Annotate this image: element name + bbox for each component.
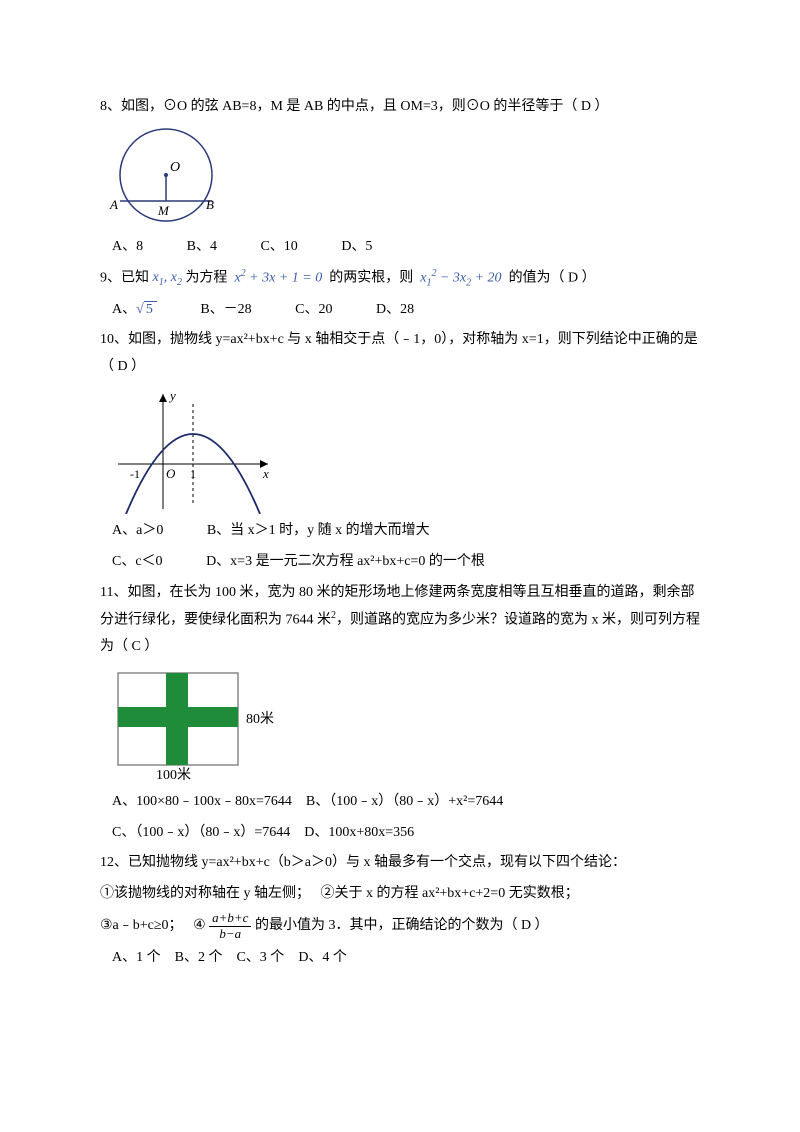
q8-optA: A、8 <box>112 239 143 254</box>
q10-neg1: -1 <box>130 467 140 481</box>
q9-text: 9、已知 x1, x2 为方程 x2 + 3x + 1 = 0 的两实根，则 x… <box>100 264 700 292</box>
q8-optC: C、10 <box>260 239 297 254</box>
q12-s4b: 的最小值为 3．其中，正确结论的个数为（ D ） <box>255 918 549 933</box>
q12-frac-num: a+b+c <box>209 911 251 926</box>
q9-prefix: 9、已知 <box>100 271 149 286</box>
q9-roots: x1, x2 <box>153 265 182 292</box>
q11-optA: A、100×80﹣100x﹣80x=7644 <box>112 794 292 809</box>
q9-optA: A、 <box>112 302 136 317</box>
q12-s3: ③a﹣b+c≥0； <box>100 918 183 933</box>
q11-text: 11、如图，在长为 100 米，宽为 80 米的矩形场地上修建两条宽度相等且互相… <box>100 580 700 661</box>
q12-optB: B、2 个 <box>175 950 223 965</box>
q8-label-M: M <box>157 203 170 218</box>
q11-optB: B、（100﹣x）（80﹣x）+x²=7644 <box>306 794 503 809</box>
q8-optB: B、4 <box>187 239 217 254</box>
q9-expr: x12 − 3x2 + 20 <box>417 264 505 292</box>
q9-optC: C、20 <box>295 302 332 317</box>
q11-optionsAB: A、100×80﹣100x﹣80x=7644 B、（100﹣x）（80﹣x）+x… <box>112 789 700 816</box>
q12-optA: A、1 个 <box>112 950 161 965</box>
q10-origin: O <box>166 466 176 481</box>
q10-optionsCD: C、c＜0 D、x=3 是一元二次方程 ax²+bx+c=0 的一个根 <box>112 549 700 576</box>
q10-parabola-figure: y x O -1 1 <box>108 384 278 514</box>
q9-mid1: 为方程 <box>185 271 227 286</box>
q8-circle-figure: O A M B <box>108 125 228 230</box>
q12-optC: C、3 个 <box>236 950 284 965</box>
q12-text: 12、已知抛物线 y=ax²+bx+c（b＞a＞0）与 x 轴最多有一个交点，现… <box>100 850 700 877</box>
q10-ylabel: y <box>168 388 176 403</box>
q9-suffix: 的值为（ D ） <box>509 271 596 286</box>
q10-optA: A、a＞0 <box>112 523 163 538</box>
q12-frac: a+b+c b−a <box>209 911 251 941</box>
q10-optB: B、当 x＞1 时，y 随 x 的增大而增大 <box>207 523 430 538</box>
q9-optB: B、－28 <box>200 302 251 317</box>
q8-label-A: A <box>109 197 118 212</box>
q10-text: 10、如图，抛物线 y=ax²+bx+c 与 x 轴相交于点（﹣1，0），对称轴… <box>100 327 700 380</box>
q10-xlabel: x <box>262 466 269 481</box>
q12-options: A、1 个 B、2 个 C、3 个 D、4 个 <box>112 945 700 972</box>
q12-optD: D、4 个 <box>298 950 347 965</box>
q10-optC: C、c＜0 <box>112 554 163 569</box>
q11-optionsCD: C、（100﹣x）（80﹣x）=7644 D、100x+80x=356 <box>112 820 700 847</box>
q12-s1: ①该抛物线的对称轴在 y 轴左侧； <box>100 886 310 901</box>
q11-optD: D、100x+80x=356 <box>304 825 414 840</box>
q10-optionsAB: A、a＞0 B、当 x＞1 时，y 随 x 的增大而增大 <box>112 518 700 545</box>
q12-s34: ③a﹣b+c≥0； ④ a+b+c b−a 的最小值为 3．其中，正确结论的个数… <box>100 911 700 941</box>
q10-optD: D、x=3 是一元二次方程 ax²+bx+c=0 的一个根 <box>206 554 485 569</box>
q10-pos1: 1 <box>190 467 196 481</box>
q11-label80: 80米 <box>246 711 274 727</box>
q12-frac-den: b−a <box>209 927 251 941</box>
q9-optD: D、28 <box>376 302 414 317</box>
q8-label-B: B <box>206 197 214 212</box>
q8-label-O: O <box>170 160 180 175</box>
q11-field-figure: 80米 100米 <box>108 665 308 785</box>
q9-mid2: 的两实根，则 <box>329 271 413 286</box>
q8-text: 8、如图，⊙O 的弦 AB=8，M 是 AB 的中点，且 OM=3，则⊙O 的半… <box>100 94 700 121</box>
q8-options: A、8 B、4 C、10 D、5 <box>112 234 700 261</box>
q11-optC: C、（100﹣x）（80﹣x）=7644 <box>112 825 290 840</box>
q12-s2: ②关于 x 的方程 ax²+bx+c+2=0 无实数根； <box>321 886 579 901</box>
q9-sqrt5: 5 <box>144 301 157 317</box>
q9-eq: x2 + 3x + 1 = 0 <box>231 264 326 292</box>
q9-options: A、√5 B、－28 C、20 D、28 <box>112 297 700 324</box>
q12-s12: ①该抛物线的对称轴在 y 轴左侧； ②关于 x 的方程 ax²+bx+c+2=0… <box>100 881 700 908</box>
q12-s4a: ④ <box>193 918 206 933</box>
q11-label100: 100米 <box>156 767 191 783</box>
q8-optD: D、5 <box>341 239 372 254</box>
